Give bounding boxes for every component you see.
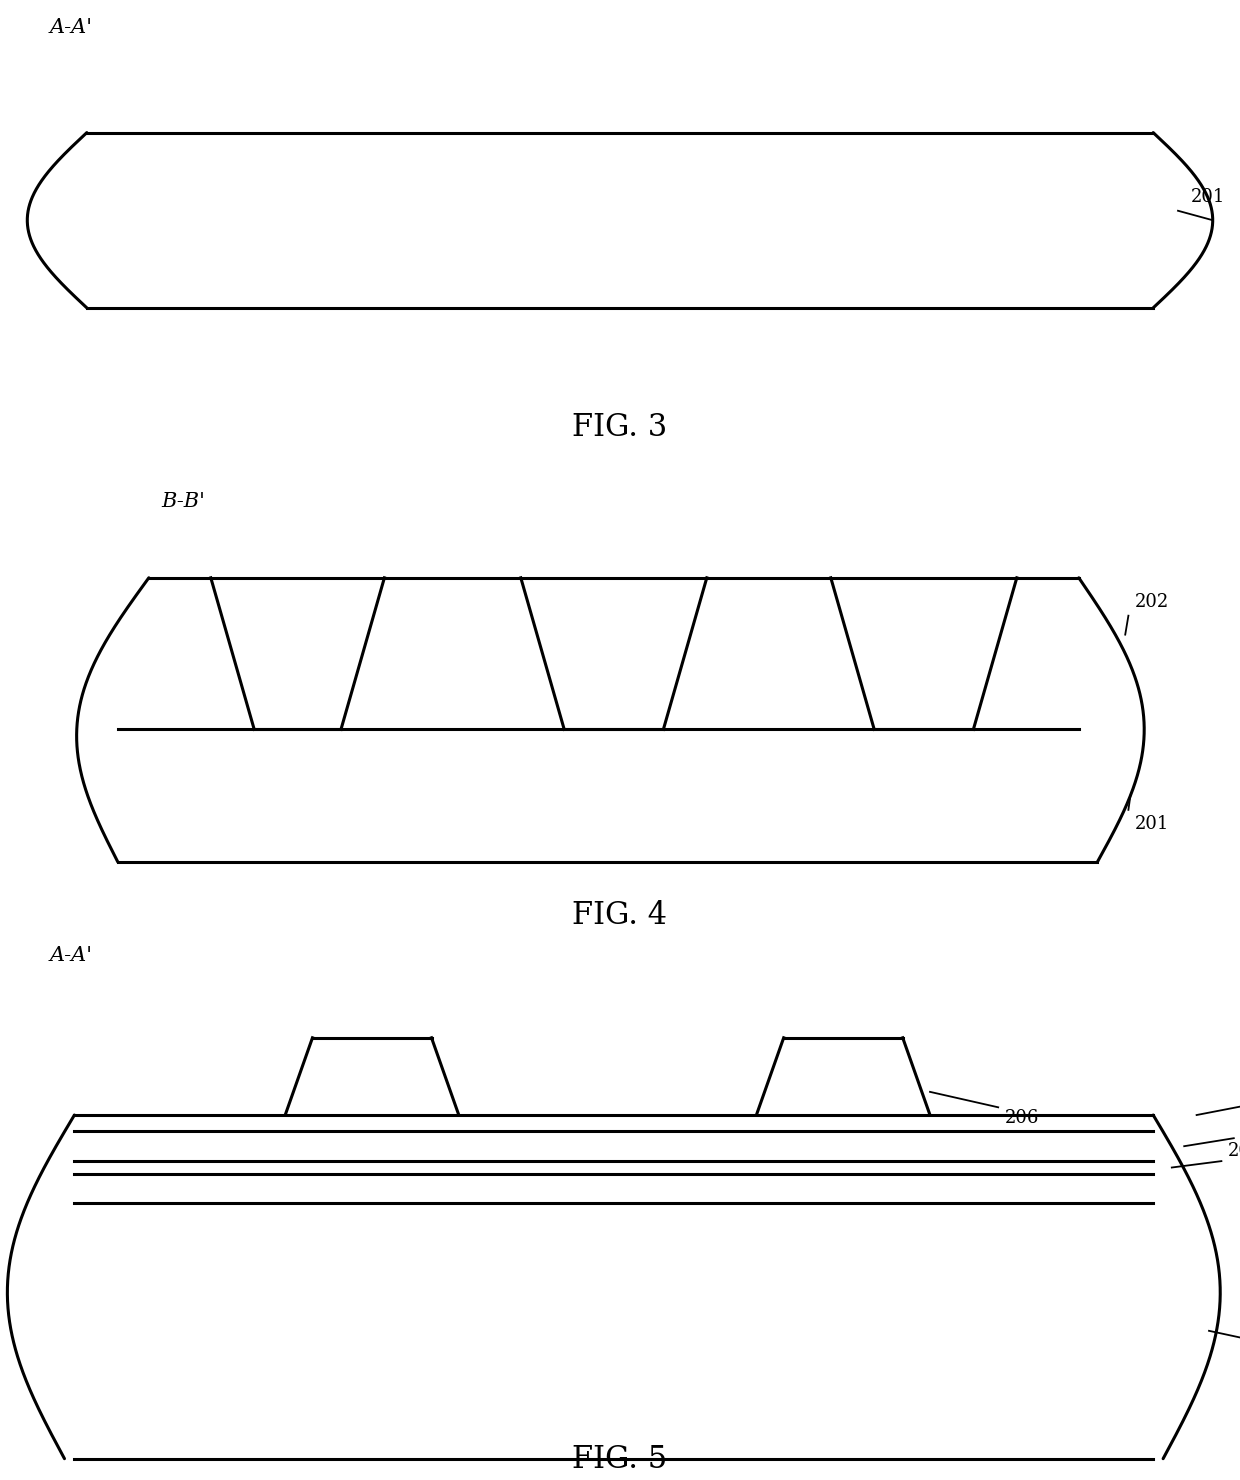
Text: 202: 202: [1135, 593, 1169, 611]
Text: FIG. 4: FIG. 4: [573, 900, 667, 931]
Text: FIG. 3: FIG. 3: [573, 411, 667, 443]
Text: 201: 201: [1190, 188, 1225, 206]
Text: A-A': A-A': [50, 18, 93, 37]
Text: 203: 203: [1228, 1141, 1240, 1159]
Text: 206: 206: [1004, 1109, 1039, 1126]
Text: A-A': A-A': [50, 946, 93, 965]
Text: FIG. 5: FIG. 5: [573, 1444, 667, 1476]
Text: 201: 201: [1135, 814, 1169, 833]
Text: B-B': B-B': [161, 491, 205, 511]
